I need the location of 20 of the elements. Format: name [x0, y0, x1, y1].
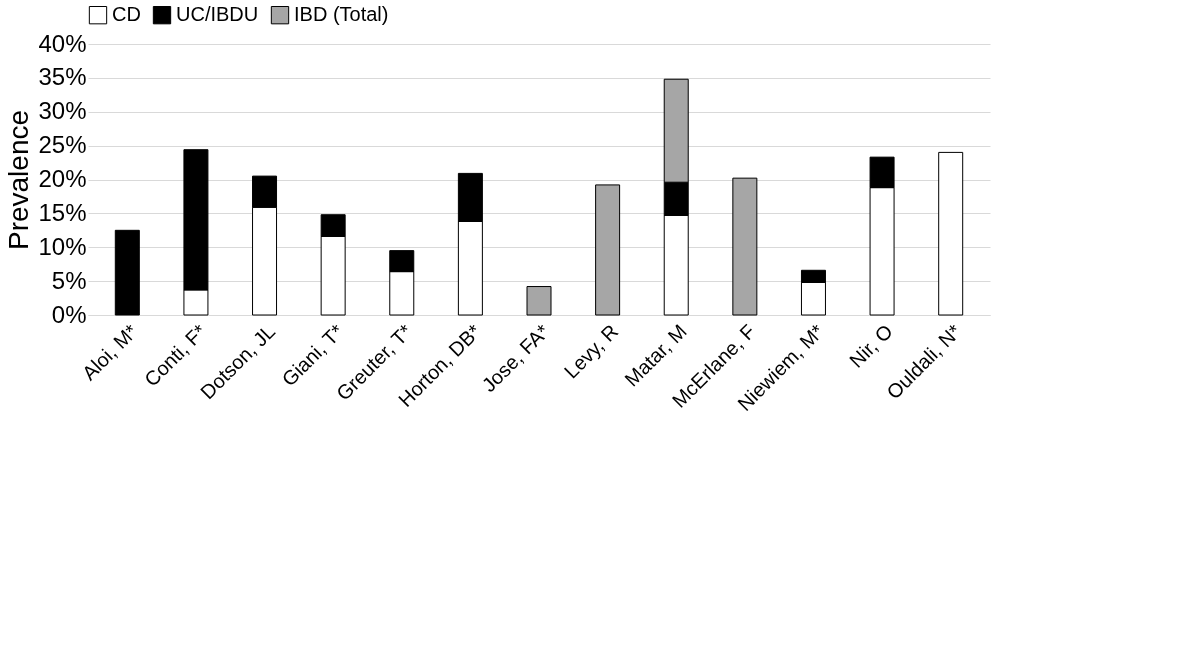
y-tick-label: 35%	[38, 63, 87, 91]
y-tick-label: 0%	[51, 300, 87, 328]
bar	[732, 177, 758, 316]
bar	[526, 286, 552, 316]
y-tick-label: 30%	[38, 97, 87, 125]
legend-label: IBD (Total)	[294, 3, 389, 26]
y-tick-label: 20%	[38, 165, 87, 192]
x-tick-label: Nir, O	[845, 320, 897, 372]
bar	[938, 151, 964, 316]
y-tick-label: 5%	[51, 266, 87, 294]
legend-label: UC/IBDU	[176, 3, 259, 26]
y-tick-label: 10%	[38, 232, 87, 260]
x-tick-label: Jose, FA*	[477, 319, 554, 397]
y-axis-title: Prevalence	[3, 109, 35, 251]
bar	[595, 184, 621, 316]
y-tick-label: 15%	[38, 198, 87, 226]
y-tick-label: 25%	[38, 131, 87, 159]
bar	[114, 229, 140, 316]
y-tick-label: 40%	[38, 29, 87, 57]
legend-label: CD	[112, 3, 141, 26]
